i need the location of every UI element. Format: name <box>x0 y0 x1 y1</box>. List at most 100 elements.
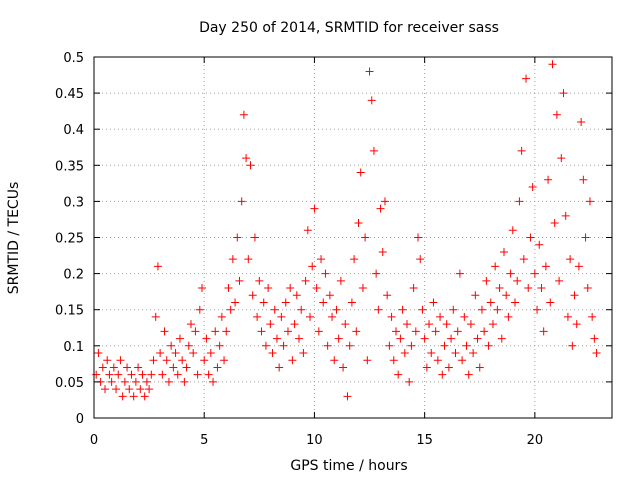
data-point <box>477 305 486 314</box>
data-point <box>358 284 367 293</box>
data-point <box>533 305 542 314</box>
x-tick-label: 0 <box>90 433 98 448</box>
data-point <box>480 327 489 336</box>
data-point <box>193 370 202 379</box>
data-point <box>175 334 184 343</box>
data-point <box>365 67 374 76</box>
data-point <box>257 327 266 336</box>
data-point <box>416 255 425 264</box>
data-point <box>590 334 599 343</box>
y-tick-label: 0.1 <box>63 340 84 355</box>
data-point <box>473 334 482 343</box>
data-point <box>425 320 434 329</box>
data-point <box>522 74 531 83</box>
data-point <box>464 370 473 379</box>
data-point <box>563 312 572 321</box>
data-point <box>334 334 343 343</box>
data-point <box>517 146 526 155</box>
data-point <box>226 305 235 314</box>
y-tick-label: 0.3 <box>63 195 84 210</box>
data-point <box>239 110 248 119</box>
data-point <box>482 276 491 285</box>
data-point <box>98 363 107 372</box>
data-point <box>140 392 149 401</box>
data-point <box>539 327 548 336</box>
data-point <box>400 349 409 358</box>
data-point <box>149 356 158 365</box>
data-point <box>420 334 429 343</box>
data-point <box>268 349 277 358</box>
y-tick-label: 0.15 <box>55 304 84 319</box>
data-point <box>211 327 220 336</box>
data-point <box>550 219 559 228</box>
data-point <box>526 233 535 242</box>
data-point <box>323 341 332 350</box>
data-point <box>583 284 592 293</box>
data-point <box>555 276 564 285</box>
data-point <box>209 377 218 386</box>
data-point <box>266 320 275 329</box>
data-point <box>112 385 121 394</box>
data-point <box>345 341 354 350</box>
data-point <box>581 233 590 242</box>
data-point <box>288 356 297 365</box>
data-point <box>515 197 524 206</box>
data-point <box>378 247 387 256</box>
data-point <box>178 356 187 365</box>
data-point <box>169 363 178 372</box>
data-point <box>147 370 156 379</box>
data-point <box>442 320 451 329</box>
data-point <box>524 284 533 293</box>
y-tick-label: 0 <box>76 412 84 427</box>
data-point <box>363 356 372 365</box>
data-point <box>330 356 339 365</box>
data-point <box>303 226 312 235</box>
data-point <box>552 110 561 119</box>
data-point <box>339 363 348 372</box>
data-point <box>429 298 438 307</box>
data-point <box>204 370 213 379</box>
data-point <box>577 117 586 126</box>
data-point <box>369 146 378 155</box>
axis-ticks: 0 0.05 0.1 0.15 0.2 0.25 0.3 0.35 0.4 0.45 0.5 0 5 10… <box>55 51 612 448</box>
data-point <box>286 284 295 293</box>
data-point <box>297 305 306 314</box>
data-point <box>279 341 288 350</box>
data-point <box>568 341 577 350</box>
data-point <box>173 370 182 379</box>
data-point <box>458 356 467 365</box>
data-point <box>427 349 436 358</box>
data-point <box>127 370 136 379</box>
data-point <box>156 349 165 358</box>
data-point <box>387 312 396 321</box>
data-point <box>559 89 568 98</box>
data-point <box>215 341 224 350</box>
x-tick-label: 15 <box>416 433 433 448</box>
data-point <box>411 327 420 336</box>
data-point <box>231 298 240 307</box>
data-point <box>332 305 341 314</box>
y-tick-label: 0.2 <box>63 268 84 283</box>
data-point <box>131 377 140 386</box>
data-point <box>557 154 566 163</box>
data-point <box>436 312 445 321</box>
data-point <box>138 370 147 379</box>
data-point <box>272 334 281 343</box>
data-point <box>350 255 359 264</box>
data-point <box>537 284 546 293</box>
data-point <box>186 320 195 329</box>
data-point <box>253 312 262 321</box>
data-point <box>164 377 173 386</box>
data-point <box>290 320 299 329</box>
data-point <box>151 312 160 321</box>
data-point <box>255 276 264 285</box>
data-point <box>508 226 517 235</box>
data-point <box>283 327 292 336</box>
data-point <box>270 305 279 314</box>
data-point <box>250 233 259 242</box>
data-point <box>189 349 198 358</box>
data-point <box>103 356 112 365</box>
data-point <box>301 276 310 285</box>
